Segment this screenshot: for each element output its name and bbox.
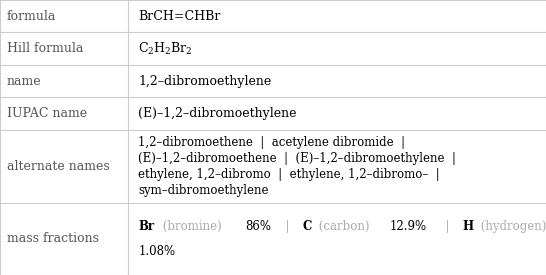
Text: alternate names: alternate names xyxy=(7,160,109,173)
Text: (hydrogen): (hydrogen) xyxy=(477,220,546,233)
Text: 86%: 86% xyxy=(245,220,271,233)
Text: Br: Br xyxy=(138,220,155,233)
Text: BrCH=CHBr: BrCH=CHBr xyxy=(138,10,221,23)
Text: 1,2–dibromoethene  |  acetylene dibromide  |: 1,2–dibromoethene | acetylene dibromide … xyxy=(138,136,405,149)
Text: ethylene, 1,2–dibromo  |  ethylene, 1,2–dibromo–  |: ethylene, 1,2–dibromo | ethylene, 1,2–di… xyxy=(138,168,440,181)
Text: $\mathdefault{C_2H_2Br_2}$: $\mathdefault{C_2H_2Br_2}$ xyxy=(138,41,193,57)
Text: name: name xyxy=(7,75,41,88)
Text: sym–dibromoethylene: sym–dibromoethylene xyxy=(138,184,269,197)
Text: (E)–1,2–dibromoethylene: (E)–1,2–dibromoethylene xyxy=(138,107,296,120)
Text: |: | xyxy=(438,220,456,233)
Text: formula: formula xyxy=(7,10,56,23)
Text: Hill formula: Hill formula xyxy=(7,42,83,55)
Text: 12.9%: 12.9% xyxy=(390,220,427,233)
Text: H: H xyxy=(462,220,473,233)
Text: |: | xyxy=(278,220,297,233)
Text: mass fractions: mass fractions xyxy=(7,232,98,245)
Text: (E)–1,2–dibromoethene  |  (E)–1,2–dibromoethylene  |: (E)–1,2–dibromoethene | (E)–1,2–dibromoe… xyxy=(138,152,456,165)
Text: (bromine): (bromine) xyxy=(159,220,225,233)
Text: 1.08%: 1.08% xyxy=(138,245,175,258)
Text: (carbon): (carbon) xyxy=(314,220,373,233)
Text: C: C xyxy=(302,220,312,233)
Text: 1,2–dibromoethylene: 1,2–dibromoethylene xyxy=(138,75,271,88)
Text: IUPAC name: IUPAC name xyxy=(7,107,87,120)
